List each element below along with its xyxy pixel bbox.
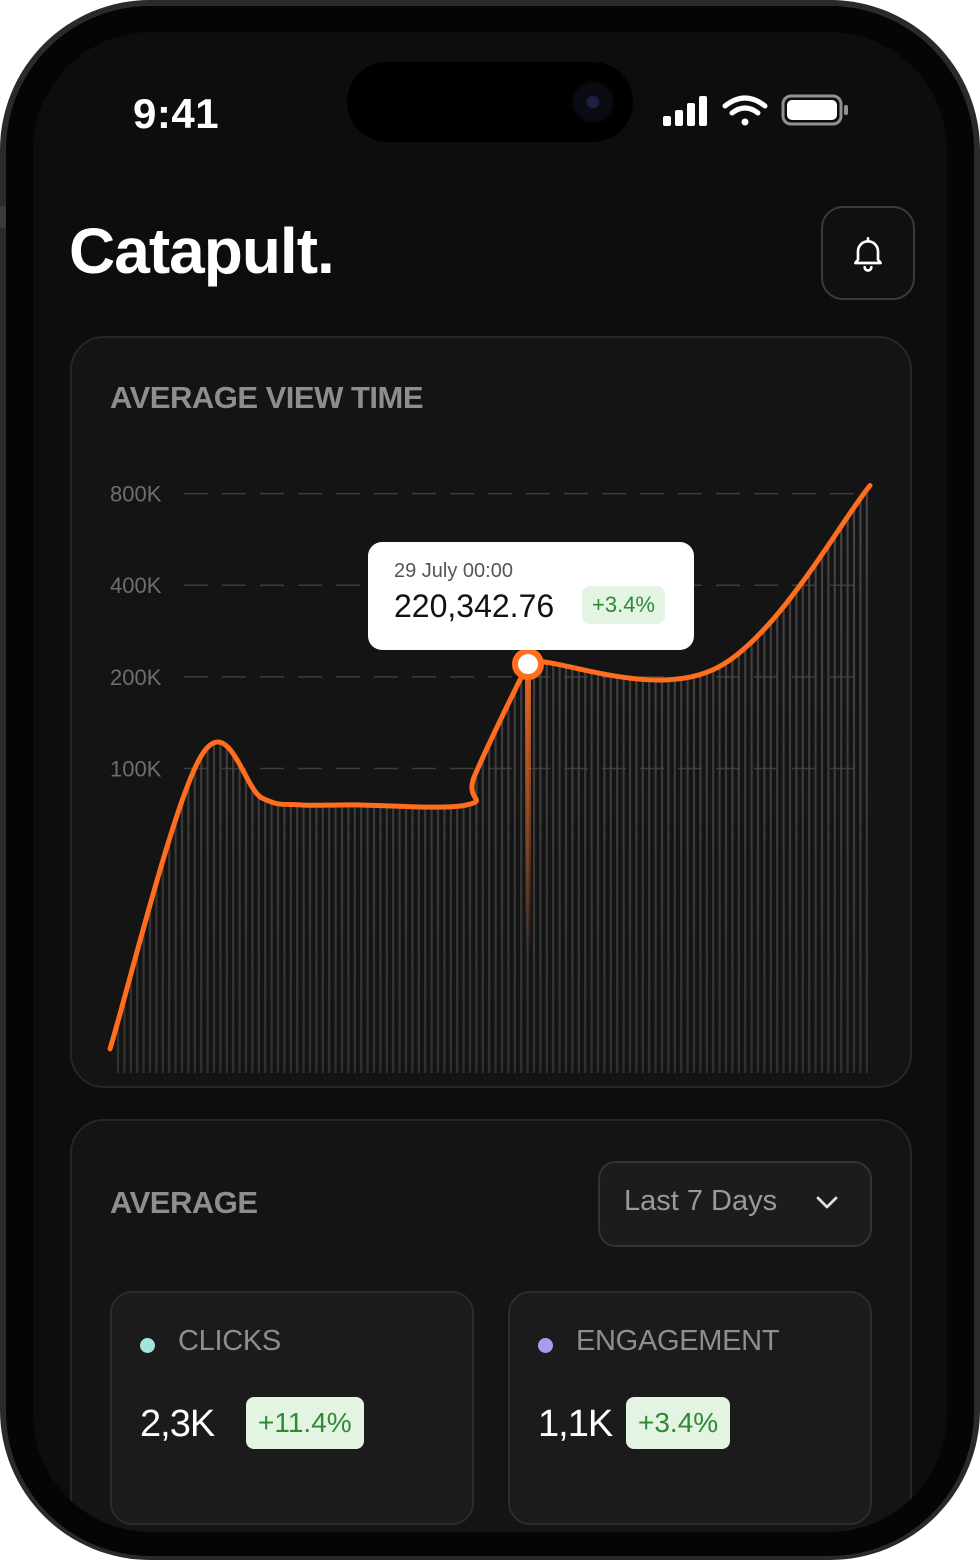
engagement-dot <box>538 1338 553 1353</box>
date-range-select[interactable]: Last 7 Days <box>598 1161 872 1247</box>
stat-value: 1,1K <box>538 1403 613 1445</box>
stat-change-badge: +11.4% <box>246 1397 364 1449</box>
y-tick-label: 800K <box>110 482 162 507</box>
clicks-dot <box>140 1338 155 1353</box>
average-view-time-chart: 800K 400K 200K 100K <box>107 482 873 1073</box>
date-range-value: Last 7 Days <box>624 1185 778 1217</box>
stat-label: CLICKS <box>178 1325 281 1357</box>
chart-title: AVERAGE VIEW TIME <box>110 380 424 415</box>
tooltip-change-badge: +3.4% <box>582 586 665 624</box>
series-line <box>107 483 873 1052</box>
stat-label: ENGAGEMENT <box>576 1325 780 1357</box>
tooltip-value: 220,342.76 <box>394 588 555 624</box>
average-view-time-card: AVERAGE VIEW TIME 800K 400K 200K 100K 29 Ju… <box>70 336 912 1088</box>
notification-button[interactable] <box>821 206 915 300</box>
stat-card-engagement: ENGAGEMENT 1,1K +3.4% <box>508 1291 872 1525</box>
status-time: 9:41 <box>133 90 220 137</box>
wifi-icon <box>722 95 768 126</box>
average-title: AVERAGE <box>110 1185 258 1220</box>
stat-value: 2,3K <box>140 1403 215 1445</box>
highlight-point[interactable] <box>512 648 544 681</box>
battery-icon <box>781 94 848 126</box>
y-tick-label: 100K <box>110 757 162 782</box>
stat-card-clicks: CLICKS 2,3K +11.4% <box>110 1291 474 1525</box>
phone-screen: 9:41 Catapult. <box>33 32 947 1532</box>
highlight-dropline <box>525 664 531 955</box>
chart-tooltip: 29 July 00:00 220,342.76 +3.4% <box>368 542 694 650</box>
dynamic-island <box>347 62 633 142</box>
camera-icon <box>571 80 615 124</box>
bell-icon <box>854 237 882 272</box>
signal-icon <box>663 96 707 126</box>
phone-side-button <box>0 206 6 228</box>
app-title: Catapult. <box>69 215 335 287</box>
tooltip-date: 29 July 00:00 <box>394 560 513 582</box>
y-tick-label: 200K <box>110 665 162 690</box>
y-tick-label: 400K <box>110 573 162 598</box>
chevron-down-icon <box>816 1196 838 1209</box>
status-icons <box>661 92 891 132</box>
stat-change-badge: +3.4% <box>626 1397 731 1449</box>
average-card: AVERAGE Last 7 Days CLICKS 2,3K +11.4% E… <box>70 1119 912 1532</box>
